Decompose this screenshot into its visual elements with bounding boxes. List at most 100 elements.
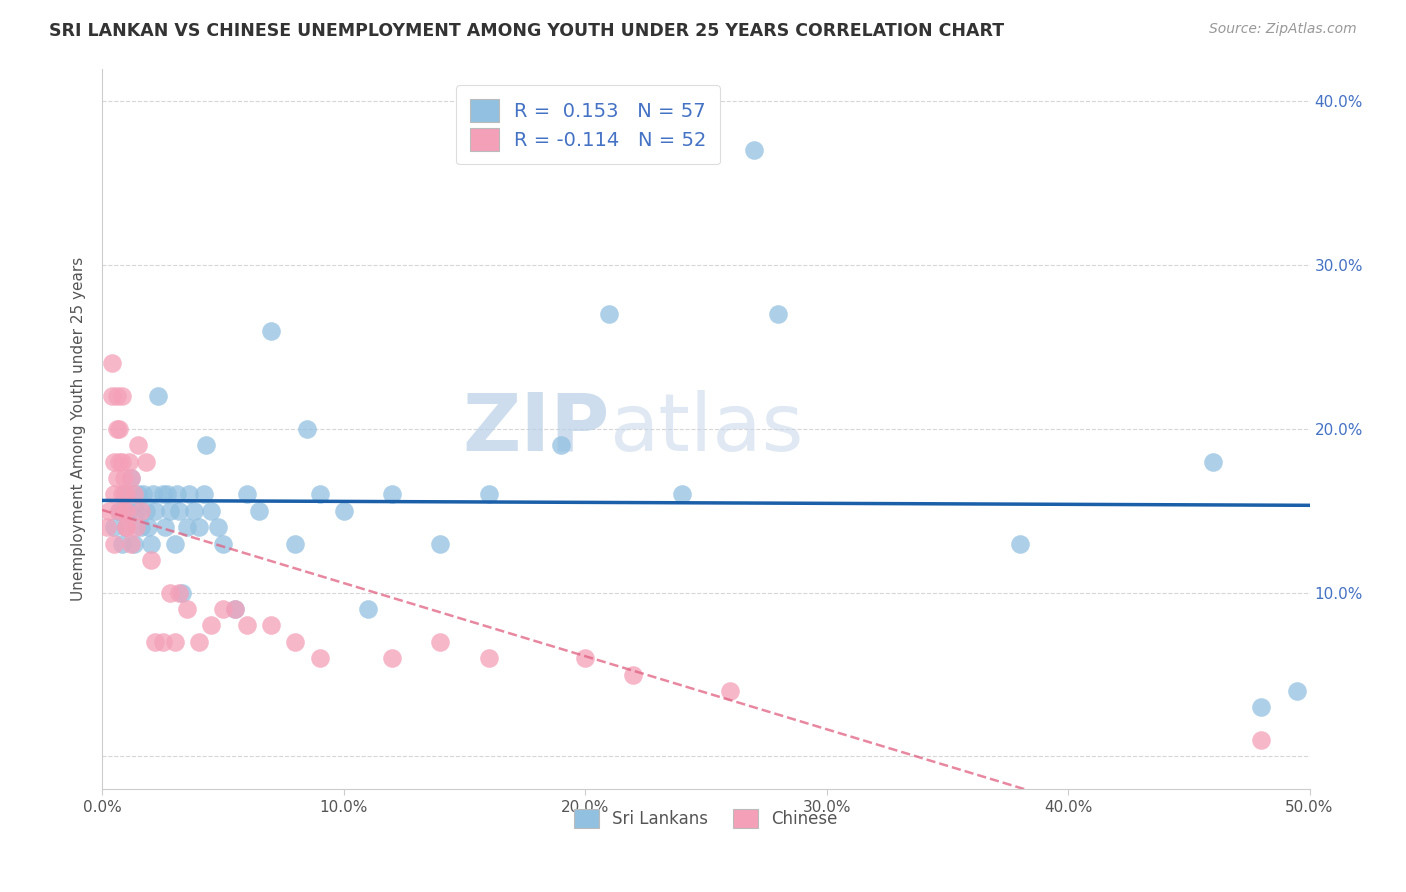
Point — [115, 520, 138, 534]
Point — [122, 487, 145, 501]
Point — [115, 520, 138, 534]
Point — [308, 651, 330, 665]
Point — [132, 487, 155, 501]
Point — [357, 602, 380, 616]
Point — [224, 602, 246, 616]
Point — [105, 389, 128, 403]
Point — [96, 520, 118, 534]
Point — [103, 536, 125, 550]
Point — [146, 389, 169, 403]
Point — [108, 504, 131, 518]
Point — [98, 504, 121, 518]
Point — [768, 307, 790, 321]
Point — [477, 487, 499, 501]
Point — [103, 487, 125, 501]
Point — [212, 536, 235, 550]
Point — [381, 651, 404, 665]
Point — [718, 684, 741, 698]
Point — [120, 471, 142, 485]
Point — [176, 520, 198, 534]
Point — [143, 635, 166, 649]
Text: SRI LANKAN VS CHINESE UNEMPLOYMENT AMONG YOUTH UNDER 25 YEARS CORRELATION CHART: SRI LANKAN VS CHINESE UNEMPLOYMENT AMONG… — [49, 22, 1004, 40]
Point — [742, 144, 765, 158]
Point — [159, 504, 181, 518]
Point — [127, 438, 149, 452]
Point — [108, 422, 131, 436]
Point — [193, 487, 215, 501]
Point — [1250, 733, 1272, 747]
Text: ZIP: ZIP — [463, 390, 609, 468]
Point — [163, 635, 186, 649]
Legend: Sri Lankans, Chinese: Sri Lankans, Chinese — [567, 803, 845, 835]
Point — [207, 520, 229, 534]
Point — [103, 455, 125, 469]
Point — [550, 438, 572, 452]
Point — [118, 504, 141, 518]
Point — [153, 520, 176, 534]
Point — [129, 504, 152, 518]
Point — [127, 487, 149, 501]
Point — [112, 487, 135, 501]
Point — [125, 520, 148, 534]
Point — [110, 389, 132, 403]
Point — [260, 324, 283, 338]
Point — [195, 438, 218, 452]
Point — [236, 618, 259, 632]
Point — [118, 455, 141, 469]
Point — [163, 536, 186, 550]
Point — [136, 520, 159, 534]
Point — [125, 504, 148, 518]
Point — [166, 487, 188, 501]
Point — [284, 536, 307, 550]
Point — [179, 487, 201, 501]
Point — [574, 651, 596, 665]
Point — [108, 455, 131, 469]
Point — [284, 635, 307, 649]
Point — [169, 504, 191, 518]
Point — [429, 635, 451, 649]
Point — [169, 585, 191, 599]
Point — [152, 635, 174, 649]
Point — [187, 635, 209, 649]
Point — [200, 618, 222, 632]
Point — [139, 536, 162, 550]
Point — [101, 356, 124, 370]
Point — [115, 487, 138, 501]
Point — [110, 536, 132, 550]
Point — [159, 585, 181, 599]
Point — [105, 471, 128, 485]
Text: Source: ZipAtlas.com: Source: ZipAtlas.com — [1209, 22, 1357, 37]
Point — [142, 487, 165, 501]
Point — [112, 504, 135, 518]
Point — [110, 487, 132, 501]
Point — [429, 536, 451, 550]
Point — [176, 602, 198, 616]
Point — [247, 504, 270, 518]
Point — [110, 455, 132, 469]
Point — [200, 504, 222, 518]
Point — [187, 520, 209, 534]
Point — [170, 585, 193, 599]
Point — [260, 618, 283, 632]
Point — [598, 307, 620, 321]
Point — [297, 422, 319, 436]
Point — [135, 455, 157, 469]
Point — [332, 504, 354, 518]
Point — [112, 471, 135, 485]
Point — [115, 504, 138, 518]
Point — [120, 471, 142, 485]
Point — [143, 504, 166, 518]
Point — [101, 389, 124, 403]
Point — [212, 602, 235, 616]
Point — [108, 504, 131, 518]
Point — [308, 487, 330, 501]
Point — [115, 520, 138, 534]
Point — [1250, 700, 1272, 714]
Point — [224, 602, 246, 616]
Point — [156, 487, 179, 501]
Y-axis label: Unemployment Among Youth under 25 years: Unemployment Among Youth under 25 years — [72, 257, 86, 601]
Point — [1286, 684, 1309, 698]
Point — [115, 487, 138, 501]
Point — [1008, 536, 1031, 550]
Point — [152, 487, 174, 501]
